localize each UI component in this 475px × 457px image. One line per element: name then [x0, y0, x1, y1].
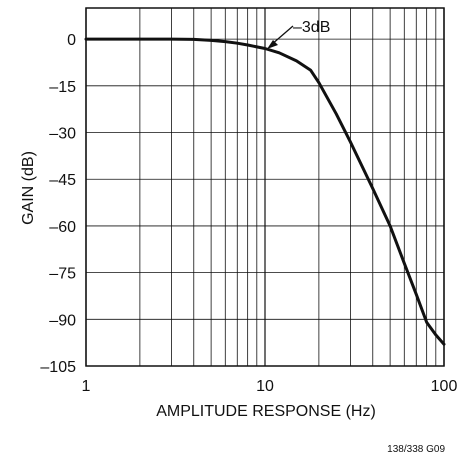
series-layer — [84, 37, 446, 346]
annotation-layer: –3dB — [267, 19, 330, 49]
grid — [85, 7, 445, 367]
y-tick-label: –90 — [49, 312, 76, 329]
y-tick-label: 0 — [67, 32, 76, 49]
x-axis-title: AMPLITUDE RESPONSE (Hz) — [156, 403, 376, 420]
y-tick-label: –15 — [49, 79, 76, 96]
y-tick-label: –30 — [49, 126, 76, 143]
annotation-label: –3dB — [293, 19, 330, 36]
plot-frame — [85, 7, 445, 367]
y-tick-label: –45 — [49, 172, 76, 189]
figure-code: 138/338 G09 — [387, 444, 445, 455]
x-tick-label: 100 — [431, 378, 458, 395]
annotation-arrow-head — [267, 40, 278, 49]
gain-curve — [84, 37, 446, 346]
y-tick-label: –75 — [49, 266, 76, 283]
tick-labels: 0 –15 –30 –45 –60 –75 –90 –105 1 10 100 — [40, 32, 457, 395]
x-tick-label: 10 — [256, 378, 274, 395]
y-tick-label: –60 — [49, 219, 76, 236]
y-tick-label: –105 — [40, 359, 76, 376]
y-axis-title: GAIN (dB) — [20, 151, 37, 225]
x-tick-label: 1 — [82, 378, 91, 395]
